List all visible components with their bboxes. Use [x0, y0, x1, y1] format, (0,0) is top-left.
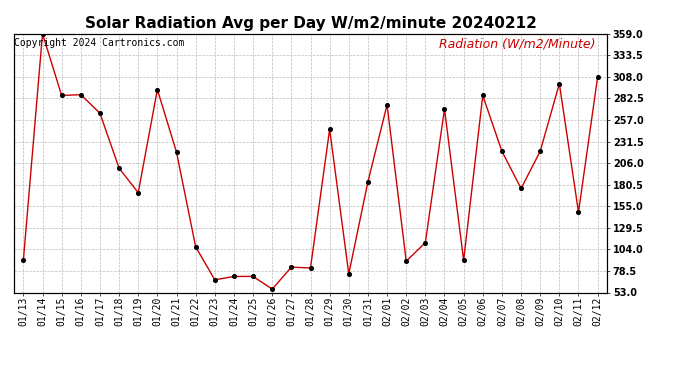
Point [343, 271, 354, 277]
Point [228, 273, 239, 279]
Point [439, 106, 450, 112]
Point [209, 277, 220, 283]
Point [573, 209, 584, 215]
Point [132, 190, 144, 196]
Point [458, 257, 469, 263]
Point [152, 87, 163, 93]
Point [18, 257, 29, 263]
Point [515, 186, 526, 192]
Point [267, 286, 278, 292]
Point [114, 165, 125, 171]
Text: Copyright 2024 Cartronics.com: Copyright 2024 Cartronics.com [14, 38, 185, 48]
Title: Solar Radiation Avg per Day W/m2/minute 20240212: Solar Radiation Avg per Day W/m2/minute … [85, 16, 536, 31]
Point [382, 102, 393, 108]
Text: Radiation (W/m2/Minute): Radiation (W/m2/Minute) [439, 38, 595, 51]
Point [37, 31, 48, 37]
Point [420, 240, 431, 246]
Point [496, 148, 507, 154]
Point [477, 93, 489, 99]
Point [362, 179, 373, 185]
Point [592, 74, 603, 80]
Point [171, 149, 182, 155]
Point [535, 148, 546, 154]
Point [95, 110, 106, 116]
Point [190, 244, 201, 250]
Point [305, 265, 316, 271]
Point [75, 92, 86, 98]
Point [286, 264, 297, 270]
Point [56, 93, 67, 99]
Point [401, 258, 412, 264]
Point [554, 81, 565, 87]
Point [248, 273, 259, 279]
Point [324, 126, 335, 132]
